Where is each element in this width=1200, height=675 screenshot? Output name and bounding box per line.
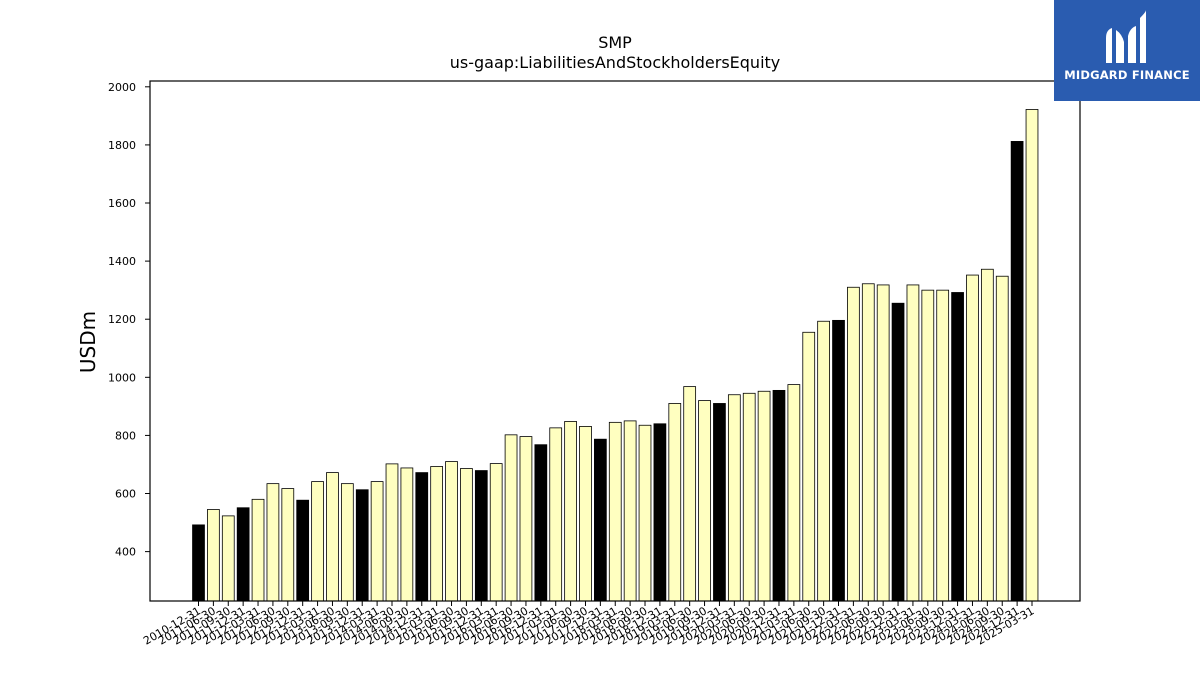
bar bbox=[891, 302, 905, 602]
bar bbox=[340, 483, 354, 602]
bar bbox=[549, 427, 563, 602]
bar bbox=[668, 403, 682, 602]
bar bbox=[311, 481, 324, 602]
bar bbox=[980, 268, 994, 602]
bar bbox=[594, 438, 607, 602]
bar bbox=[474, 470, 488, 602]
bar bbox=[564, 421, 577, 602]
bar bbox=[966, 274, 979, 602]
bars-group bbox=[192, 109, 1039, 602]
bar bbox=[430, 466, 444, 602]
bar bbox=[936, 289, 950, 602]
bar bbox=[787, 384, 801, 602]
bar bbox=[951, 292, 964, 602]
bar bbox=[460, 468, 473, 602]
bar bbox=[832, 319, 845, 602]
bar bbox=[579, 426, 592, 602]
bar bbox=[713, 403, 726, 602]
chart-subtitle: us-gaap:LiabilitiesAndStockholdersEquity bbox=[450, 53, 781, 72]
bar bbox=[326, 472, 339, 602]
x-axis: 2010-12-312011-06-302011-09-302011-12-31… bbox=[141, 601, 1037, 648]
bar bbox=[1010, 141, 1024, 602]
bar bbox=[802, 331, 816, 602]
bar bbox=[504, 434, 518, 602]
y-tick-label: 600 bbox=[115, 488, 136, 501]
bar bbox=[742, 392, 756, 602]
bar bbox=[445, 461, 458, 602]
bar bbox=[207, 509, 220, 602]
bar bbox=[876, 284, 890, 602]
bar bbox=[772, 389, 786, 602]
bar bbox=[608, 421, 622, 602]
bar bbox=[1025, 109, 1039, 602]
bar bbox=[296, 499, 310, 602]
plot-frame bbox=[149, 80, 1081, 602]
brand-logo: MIDGARD FINANCE bbox=[1054, 0, 1200, 101]
y-tick-label: 1400 bbox=[108, 255, 136, 268]
bar bbox=[861, 283, 875, 602]
bar bbox=[727, 394, 741, 602]
y-tick-label: 1000 bbox=[108, 371, 136, 384]
logo-text: MIDGARD FINANCE bbox=[1064, 68, 1190, 82]
logo-mark-icon bbox=[1106, 10, 1146, 63]
bar bbox=[266, 483, 280, 602]
bar bbox=[534, 444, 548, 602]
bar bbox=[385, 463, 399, 602]
bar bbox=[519, 436, 533, 602]
y-tick-label: 800 bbox=[115, 429, 136, 442]
bar bbox=[192, 524, 205, 602]
bar bbox=[906, 284, 920, 602]
y-tick-label: 1600 bbox=[108, 197, 136, 210]
bar bbox=[653, 423, 667, 602]
bar bbox=[995, 275, 1009, 602]
y-tick-label: 2000 bbox=[108, 81, 136, 94]
bar bbox=[698, 400, 711, 602]
y-axis: 400 600 800 1000 1200 1400 1600 1800 2000 bbox=[108, 81, 150, 559]
bar bbox=[847, 286, 860, 602]
bar bbox=[355, 489, 369, 602]
bar bbox=[817, 320, 830, 602]
y-axis-label: USDm bbox=[76, 311, 100, 373]
y-tick-label: 400 bbox=[115, 546, 136, 559]
bar bbox=[683, 386, 697, 602]
bar bbox=[415, 472, 429, 602]
bar bbox=[281, 488, 295, 602]
y-tick-label: 1200 bbox=[108, 313, 136, 326]
bar bbox=[221, 515, 235, 602]
bar bbox=[370, 481, 384, 602]
y-tick-label: 1800 bbox=[108, 139, 136, 152]
bar bbox=[623, 420, 637, 602]
chart-title: SMP bbox=[598, 33, 632, 52]
bar bbox=[638, 424, 652, 602]
bar bbox=[400, 467, 414, 602]
bar bbox=[236, 507, 250, 602]
bar bbox=[251, 498, 265, 602]
bar bbox=[921, 289, 935, 602]
bar bbox=[489, 463, 503, 602]
bar bbox=[757, 390, 771, 602]
